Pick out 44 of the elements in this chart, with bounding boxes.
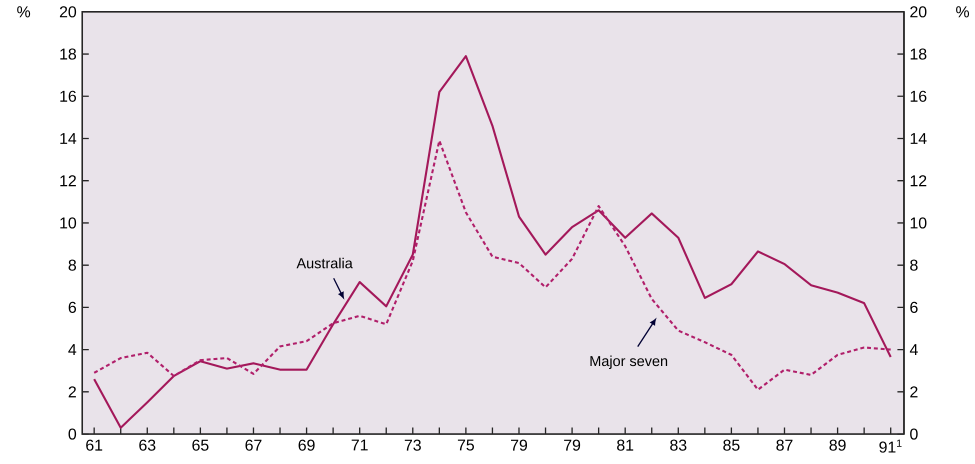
x-tick-label: 89 (830, 440, 846, 451)
y2-tick-label: 2 (910, 386, 918, 398)
y2-tick-label: 20 (910, 6, 926, 18)
y-tick-label: 8 (68, 260, 76, 271)
y-tick-label: 2 (68, 386, 76, 398)
line-series (93, 140, 892, 391)
y-tick-label: 18 (60, 48, 76, 60)
x-tick-label: 75 (458, 440, 474, 451)
x-tick-label: 79 (564, 440, 580, 451)
x-tick-label: 65 (192, 440, 208, 451)
y-axis-title: % (17, 6, 30, 18)
x-tick-label: 67 (246, 440, 262, 451)
x-tick-label: 91$^{1}$ (879, 440, 902, 453)
y2-tick-label: 18 (910, 48, 926, 60)
y2-tick-label: 4 (910, 344, 918, 356)
x-tick-label: 87 (776, 440, 792, 451)
y-tick-label: 14 (60, 133, 76, 144)
y2-tick-label: 14 (910, 133, 927, 144)
x-tick-label: 85 (723, 440, 740, 451)
y2-tick-label: 8 (910, 260, 918, 271)
x-tick-label: 61 (86, 440, 102, 451)
y-tick-label: 6 (68, 302, 76, 314)
y-tick-label: 4 (68, 344, 76, 356)
x-tick-label: 63 (139, 440, 156, 451)
x-tick-label: 71 (352, 440, 368, 451)
y-tick-label: 10 (60, 218, 76, 229)
y2-axis-title: % (956, 6, 970, 18)
x-tick-label: 83 (670, 440, 686, 451)
x-tick-label: 81 (617, 440, 634, 451)
y2-tick-label: 16 (910, 90, 926, 102)
y-tick-label: 16 (60, 90, 76, 102)
y2-tick-label: 12 (910, 175, 926, 186)
y2-tick-label: 0 (910, 428, 918, 440)
y-tick-label: 20 (60, 6, 76, 18)
y2-tick-label: 6 (910, 302, 918, 314)
x-tick-label: 69 (298, 440, 315, 451)
y2-tick-label: 10 (910, 218, 926, 229)
x-tick-label: 73 (404, 440, 421, 451)
series-label: Australia (296, 258, 353, 269)
line-series (93, 55, 892, 429)
series-label: Major seven (590, 356, 668, 370)
x-tick-label: 79 (511, 440, 528, 451)
y-tick-label: 12 (60, 175, 76, 186)
y-tick-label: 0 (68, 428, 76, 440)
